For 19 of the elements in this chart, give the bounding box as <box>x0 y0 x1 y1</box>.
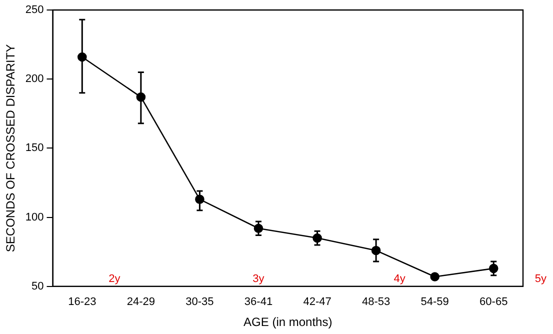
x-tick-label: 36-41 <box>244 296 273 308</box>
y-tick-label: 200 <box>25 73 44 86</box>
annotation: 4y <box>394 272 406 285</box>
y-tick-label: 250 <box>25 4 44 16</box>
y-axis-title: SECONDS OF CROSSED DISPARITY <box>4 44 18 252</box>
x-tick-label: 30-35 <box>186 296 214 308</box>
x-tick-label: 42-47 <box>303 296 332 308</box>
x-tick-label: 24-29 <box>126 296 155 308</box>
x-tick-label: 48-53 <box>362 296 390 308</box>
x-tick-label: 54-59 <box>420 296 449 308</box>
y-tick-label: 100 <box>25 211 44 224</box>
x-axis-title: AGE (in months) <box>244 315 332 330</box>
x-tick-label: 60-65 <box>480 296 508 308</box>
y-tick-label: 50 <box>32 280 44 292</box>
y-tick-label: 150 <box>25 142 44 154</box>
annotation: 2y <box>108 272 121 285</box>
x-tick-label: 16-23 <box>68 296 96 308</box>
annotation: 3y <box>252 272 265 285</box>
text: 5y <box>534 272 547 285</box>
